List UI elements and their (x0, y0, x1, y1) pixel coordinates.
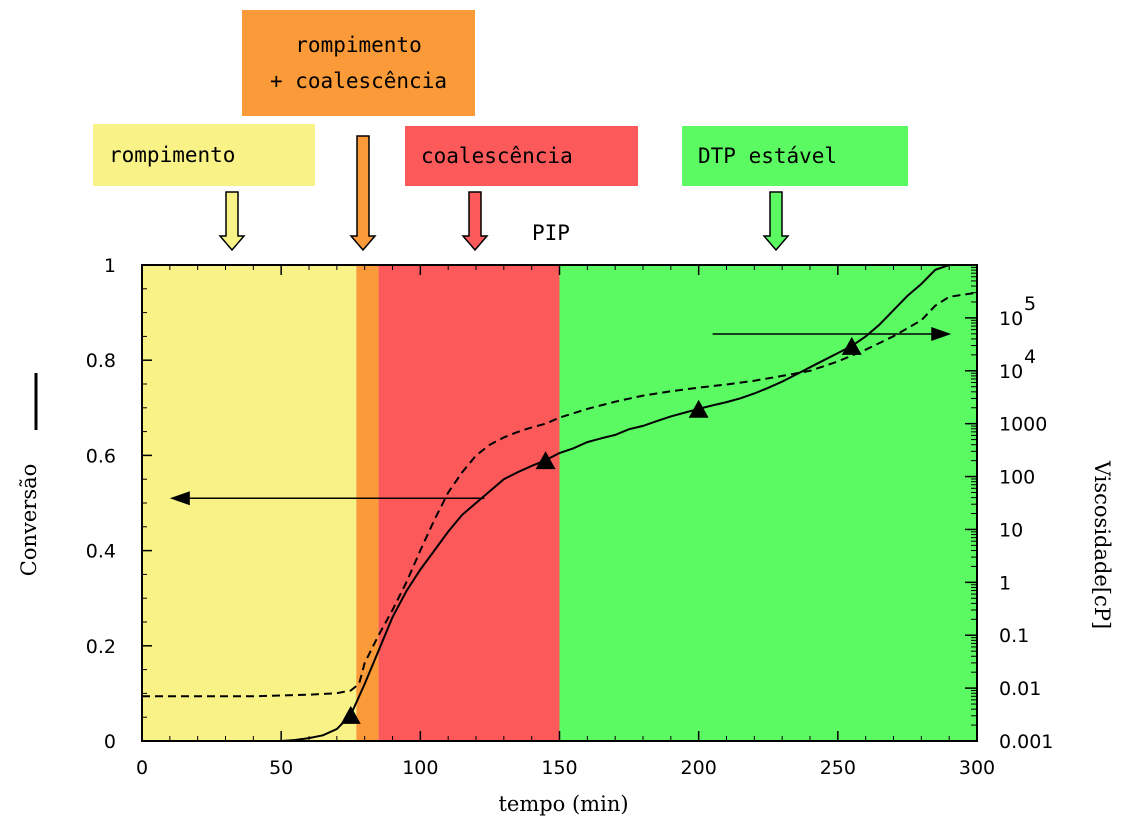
box-label-rompimento-coalescencia: rompimento (295, 33, 421, 57)
x-tick-label: 250 (820, 757, 856, 779)
region-2 (378, 265, 560, 741)
y2-tick-label: 1000 (999, 414, 1047, 436)
box-rompimento-coalescencia (242, 10, 475, 116)
x-tick-label: 300 (959, 757, 995, 779)
y-tick-label: 0 (104, 731, 116, 753)
x-tick-label: 200 (681, 757, 717, 779)
y-tick-label: 0.2 (86, 636, 116, 658)
x-tick-label: 50 (269, 757, 293, 779)
axis-ticks: 0 50 100 150 200 250 300 0 0.2 0.4 0.6 0.8 1 0.001 0.0… (86, 255, 1054, 779)
down-arrow-dtp-estavel (762, 191, 790, 252)
y-tick-label: 0.4 (86, 541, 116, 563)
y2-tick-label: 1 (999, 572, 1011, 594)
pip-label: PIP (532, 221, 570, 245)
y2-tick-exponent: 4 (1024, 346, 1036, 368)
y2-tick-label: 10 (999, 308, 1023, 330)
y2-axis-title: Viscosidade[cP] (1090, 460, 1114, 629)
down-arrow-coalescencia (461, 191, 489, 252)
triangle-marker (688, 399, 709, 418)
phase-boxes: rompimento rompimento + coalescência coales… (93, 10, 908, 252)
region-1 (356, 265, 379, 741)
box-dtp-estavel (682, 126, 908, 186)
y2-tick-label: 100 (999, 467, 1035, 489)
y2-tick-label: 10 (999, 361, 1023, 383)
y2-tick-label: 0.001 (999, 731, 1053, 753)
y-tick-label: 1 (104, 255, 116, 277)
y2-tick-label: 0.01 (999, 678, 1041, 700)
x-tick-label: 150 (541, 757, 577, 779)
region-3 (559, 265, 977, 741)
down-arrow-rompimento-coalescencia (349, 135, 377, 252)
triangle-markers (340, 336, 862, 724)
x-tick-label: 100 (402, 757, 438, 779)
axis-arrows (169, 327, 952, 506)
triangle-marker (340, 705, 361, 724)
box-label-rompimento: rompimento (109, 143, 235, 167)
region-0 (142, 265, 357, 741)
x-axis-title: tempo (min) (498, 792, 628, 816)
left-axis-arrowhead (169, 491, 190, 506)
y2-tick-label: 0.1 (999, 625, 1029, 647)
down-arrow-rompimento (218, 191, 246, 252)
y-axis-title: Conversão (17, 464, 41, 577)
box-coalescencia (405, 126, 638, 186)
box-label-dtp-estavel: DTP estável (698, 144, 837, 168)
triangle-marker (841, 336, 862, 355)
box-label-coalescencia: coalescência (421, 144, 573, 168)
phase-regions (142, 265, 977, 741)
viscosity-line (142, 291, 978, 698)
y2-tick-exponent: 5 (1024, 293, 1036, 315)
y-tick-label: 0.6 (86, 445, 116, 467)
y2-tick-label: 10 (999, 519, 1023, 541)
right-axis-arrowhead (931, 327, 952, 342)
box-rompimento (93, 124, 315, 186)
x-tick-label: 0 (136, 757, 148, 779)
y-tick-label: 0.8 (86, 350, 116, 372)
box-label-rompimento-coalescencia: + coalescência (270, 69, 447, 93)
triangle-marker (535, 451, 556, 470)
